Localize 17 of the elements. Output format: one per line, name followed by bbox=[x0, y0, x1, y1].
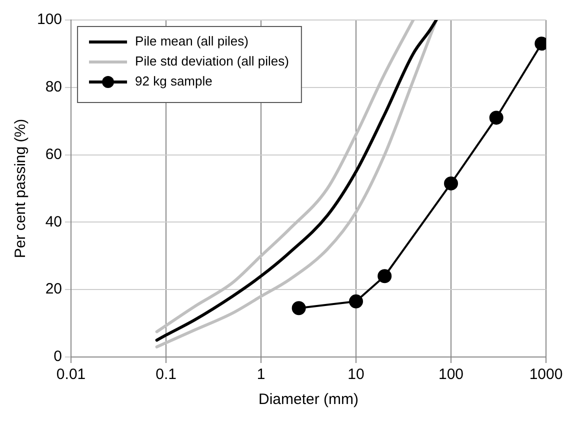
y-tick-label: 40 bbox=[45, 213, 62, 230]
y-tick-label: 100 bbox=[36, 11, 62, 28]
x-tick-label: 10 bbox=[348, 366, 364, 384]
x-axis-title: Diameter (mm) bbox=[258, 391, 359, 408]
y-tick-label: 80 bbox=[45, 78, 62, 96]
y-axis-title: Per cent passing (%) bbox=[12, 118, 30, 258]
legend-label: 92 kg sample bbox=[135, 74, 212, 89]
x-tick-label: 0.1 bbox=[156, 366, 176, 384]
legend-label: Pile mean (all piles) bbox=[135, 34, 248, 49]
x-tick-label: 0.01 bbox=[56, 366, 86, 384]
x-tick-label: 100 bbox=[438, 366, 464, 384]
y-tick-label: 60 bbox=[45, 146, 62, 163]
x-tick-label: 1000 bbox=[529, 366, 563, 384]
x-tick-label: 1 bbox=[256, 366, 266, 384]
y-tick-label: 0 bbox=[54, 348, 62, 366]
legend-label: Pile std deviation (all piles) bbox=[135, 54, 289, 69]
y-tick-label: 20 bbox=[45, 280, 62, 298]
